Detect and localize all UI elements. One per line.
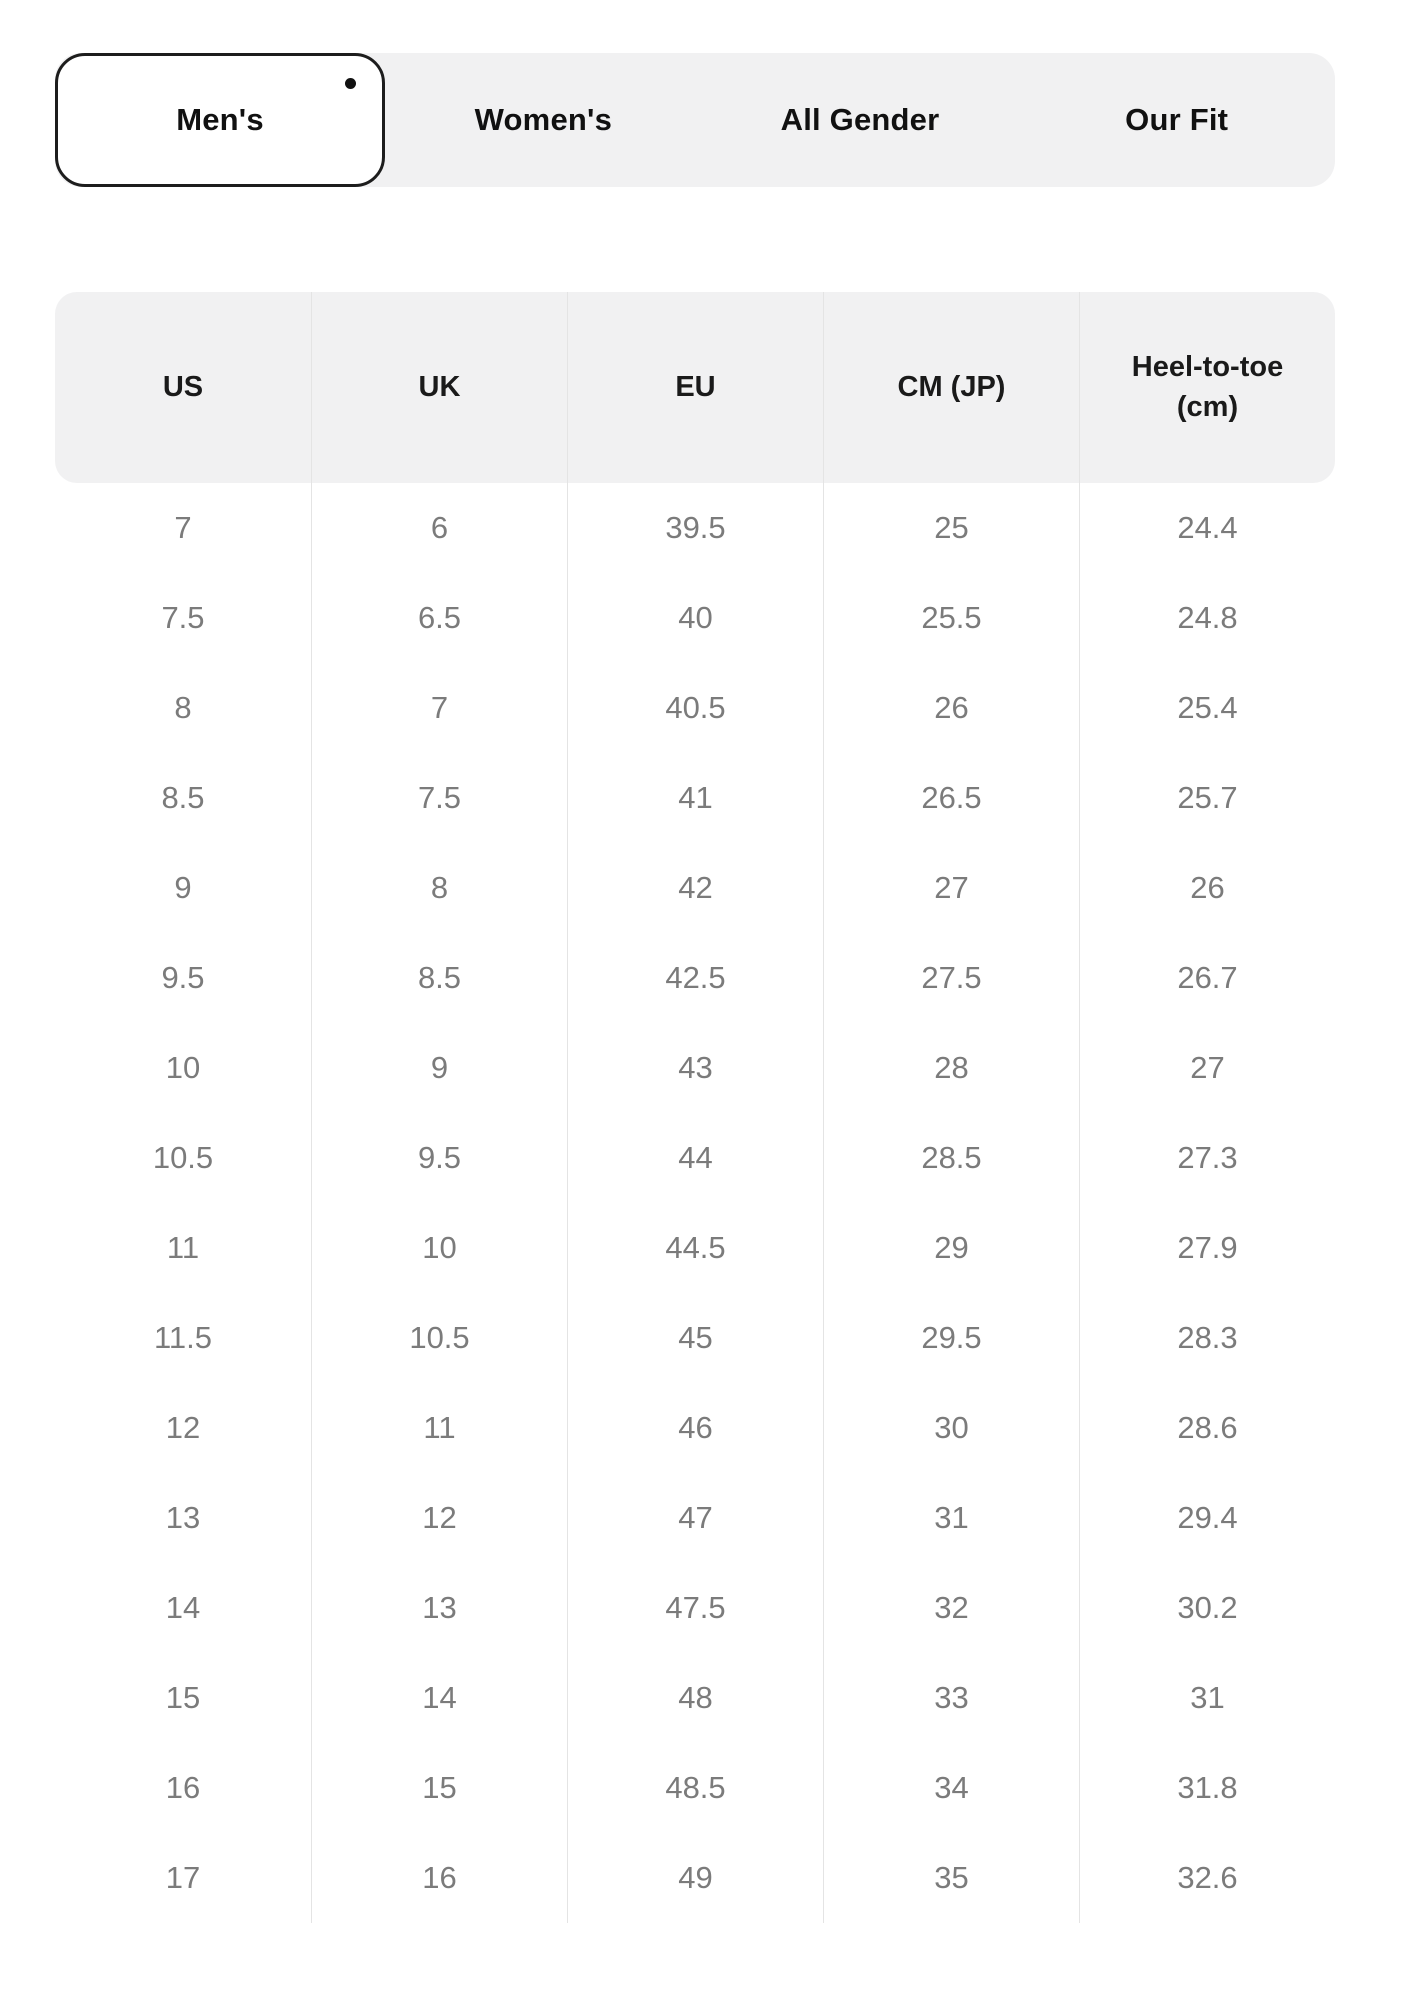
- size-cell: 6: [311, 483, 567, 573]
- size-cell: 9.5: [311, 1113, 567, 1203]
- size-cell: 9.5: [161, 960, 205, 995]
- size-cell: 27.9: [1079, 1203, 1335, 1293]
- size-cell: 14: [311, 1653, 567, 1743]
- column-header-us: US: [162, 370, 204, 403]
- size-cell: 40: [567, 573, 823, 663]
- table-header-background: [55, 292, 1335, 483]
- size-grid: US UK EU CM (JP) Heel-to-toe (cm) 7 6 39.5…: [55, 292, 1335, 1923]
- size-cell: 27.5: [823, 933, 1079, 1023]
- size-cell: 47: [567, 1473, 823, 1563]
- size-cell: 29: [823, 1203, 1079, 1293]
- size-cell: 15: [165, 1680, 201, 1715]
- size-cell: 16: [311, 1833, 567, 1923]
- size-cell: 10.5: [152, 1140, 214, 1175]
- size-cell: 24.4: [1079, 483, 1335, 573]
- size-cell: 25.7: [1079, 753, 1335, 843]
- column-header-uk: UK: [311, 292, 567, 483]
- size-cell: 12: [311, 1473, 567, 1563]
- size-cell: 8.5: [311, 933, 567, 1023]
- size-cell: 24.8: [1079, 573, 1335, 663]
- size-cell: 25.4: [1079, 663, 1335, 753]
- size-cell: 29.4: [1079, 1473, 1335, 1563]
- size-cell: 9: [311, 1023, 567, 1113]
- size-cell: 41: [567, 753, 823, 843]
- size-cell: 11: [311, 1383, 567, 1473]
- tab-our-fit-label: Our Fit: [1125, 102, 1229, 137]
- size-cell: 26: [823, 663, 1079, 753]
- size-cell: 7.5: [161, 600, 205, 635]
- size-cell: 32: [823, 1563, 1079, 1653]
- size-cell: 28.3: [1079, 1293, 1335, 1383]
- size-cell: 33: [823, 1653, 1079, 1743]
- size-cell: 40.5: [567, 663, 823, 753]
- size-cell: 35: [823, 1833, 1079, 1923]
- size-cell: 8: [174, 690, 192, 725]
- tab-mens-label: Men's: [176, 102, 264, 137]
- size-cell: 9: [174, 870, 192, 905]
- size-cell: 27.3: [1079, 1113, 1335, 1203]
- size-cell: 31: [823, 1473, 1079, 1563]
- size-cell: 16: [165, 1770, 201, 1805]
- size-cell: 30.2: [1079, 1563, 1335, 1653]
- size-cell: 13: [311, 1563, 567, 1653]
- size-cell: 42.5: [567, 933, 823, 1023]
- size-cell: 42: [567, 843, 823, 933]
- size-cell: 44.5: [567, 1203, 823, 1293]
- size-cell: 10: [311, 1203, 567, 1293]
- column-header-cm-jp: CM (JP): [823, 292, 1079, 483]
- size-cell: 46: [567, 1383, 823, 1473]
- size-cell: 32.6: [1079, 1833, 1335, 1923]
- size-cell: 45: [567, 1293, 823, 1383]
- size-cell: 15: [311, 1743, 567, 1833]
- tab-womens-label: Women's: [474, 102, 613, 137]
- size-cell: 8: [311, 843, 567, 933]
- size-cell: 31.8: [1079, 1743, 1335, 1833]
- size-cell: 44: [567, 1113, 823, 1203]
- size-cell: 7: [311, 663, 567, 753]
- size-cell: 27: [1079, 1023, 1335, 1113]
- size-chart-tab-bar: Men's Women's All Gender Our Fit: [55, 53, 1335, 187]
- size-cell: 49: [567, 1833, 823, 1923]
- size-cell: 25.5: [823, 573, 1079, 663]
- size-cell: 30: [823, 1383, 1079, 1473]
- size-cell: 31: [1079, 1653, 1335, 1743]
- size-cell: 13: [165, 1500, 201, 1535]
- column-header-heel-to-toe: Heel-to-toe (cm): [1079, 292, 1335, 483]
- size-cell: 12: [165, 1410, 201, 1445]
- size-cell: 26.7: [1079, 933, 1335, 1023]
- size-cell: 17: [165, 1860, 201, 1895]
- size-cell: 8.5: [161, 780, 205, 815]
- size-cell: 10: [165, 1050, 201, 1085]
- size-cell: 29.5: [823, 1293, 1079, 1383]
- size-cell: 14: [165, 1590, 201, 1625]
- tab-mens[interactable]: Men's: [55, 53, 385, 187]
- size-cell: 39.5: [567, 483, 823, 573]
- size-cell: 11.5: [153, 1320, 213, 1355]
- tab-our-fit[interactable]: Our Fit: [1018, 53, 1335, 187]
- size-cell: 11: [166, 1230, 200, 1265]
- size-cell: 43: [567, 1023, 823, 1113]
- tab-all-gender[interactable]: All Gender: [702, 53, 1019, 187]
- size-cell: 48: [567, 1653, 823, 1743]
- size-cell: 6.5: [311, 573, 567, 663]
- size-cell: 7: [174, 510, 192, 545]
- size-cell: 10.5: [311, 1293, 567, 1383]
- size-cell: 26: [1079, 843, 1335, 933]
- tab-womens[interactable]: Women's: [385, 53, 702, 187]
- size-cell: 27: [823, 843, 1079, 933]
- active-tab-dot: [345, 78, 356, 89]
- size-cell: 26.5: [823, 753, 1079, 843]
- tab-all-gender-label: All Gender: [780, 102, 940, 137]
- size-cell: 28: [823, 1023, 1079, 1113]
- size-cell: 28.5: [823, 1113, 1079, 1203]
- size-table: US UK EU CM (JP) Heel-to-toe (cm) 7 6 39.5…: [55, 292, 1335, 1923]
- size-cell: 7.5: [311, 753, 567, 843]
- size-cell: 25: [823, 483, 1079, 573]
- column-header-eu: EU: [567, 292, 823, 483]
- size-cell: 47.5: [567, 1563, 823, 1653]
- size-cell: 34: [823, 1743, 1079, 1833]
- size-cell: 48.5: [567, 1743, 823, 1833]
- size-cell: 28.6: [1079, 1383, 1335, 1473]
